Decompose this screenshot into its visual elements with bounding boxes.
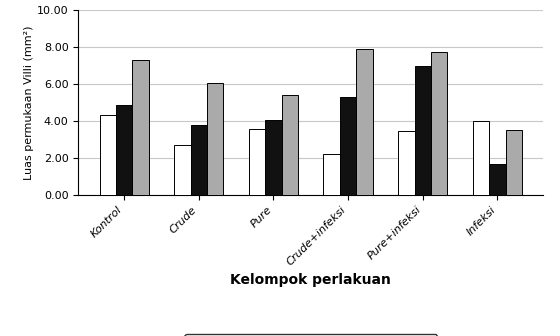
- Bar: [414, 67, 431, 195]
- Bar: [398, 131, 414, 195]
- Bar: [132, 60, 149, 195]
- Y-axis label: Luas permukaan Villi (mm²): Luas permukaan Villi (mm²): [24, 25, 34, 180]
- Bar: [506, 130, 522, 195]
- X-axis label: Kelompok perlakuan: Kelompok perlakuan: [230, 273, 391, 287]
- Bar: [116, 105, 132, 195]
- Bar: [324, 154, 340, 195]
- Legend: Duodenum, Jejunum, Ileum: Duodenum, Jejunum, Ileum: [184, 334, 437, 336]
- Bar: [207, 83, 223, 195]
- Bar: [249, 129, 265, 195]
- Bar: [489, 164, 506, 195]
- Bar: [340, 97, 356, 195]
- Bar: [356, 49, 373, 195]
- Bar: [282, 95, 298, 195]
- Bar: [265, 120, 282, 195]
- Bar: [431, 52, 447, 195]
- Bar: [174, 145, 190, 195]
- Bar: [473, 121, 489, 195]
- Bar: [190, 125, 207, 195]
- Bar: [100, 116, 116, 195]
